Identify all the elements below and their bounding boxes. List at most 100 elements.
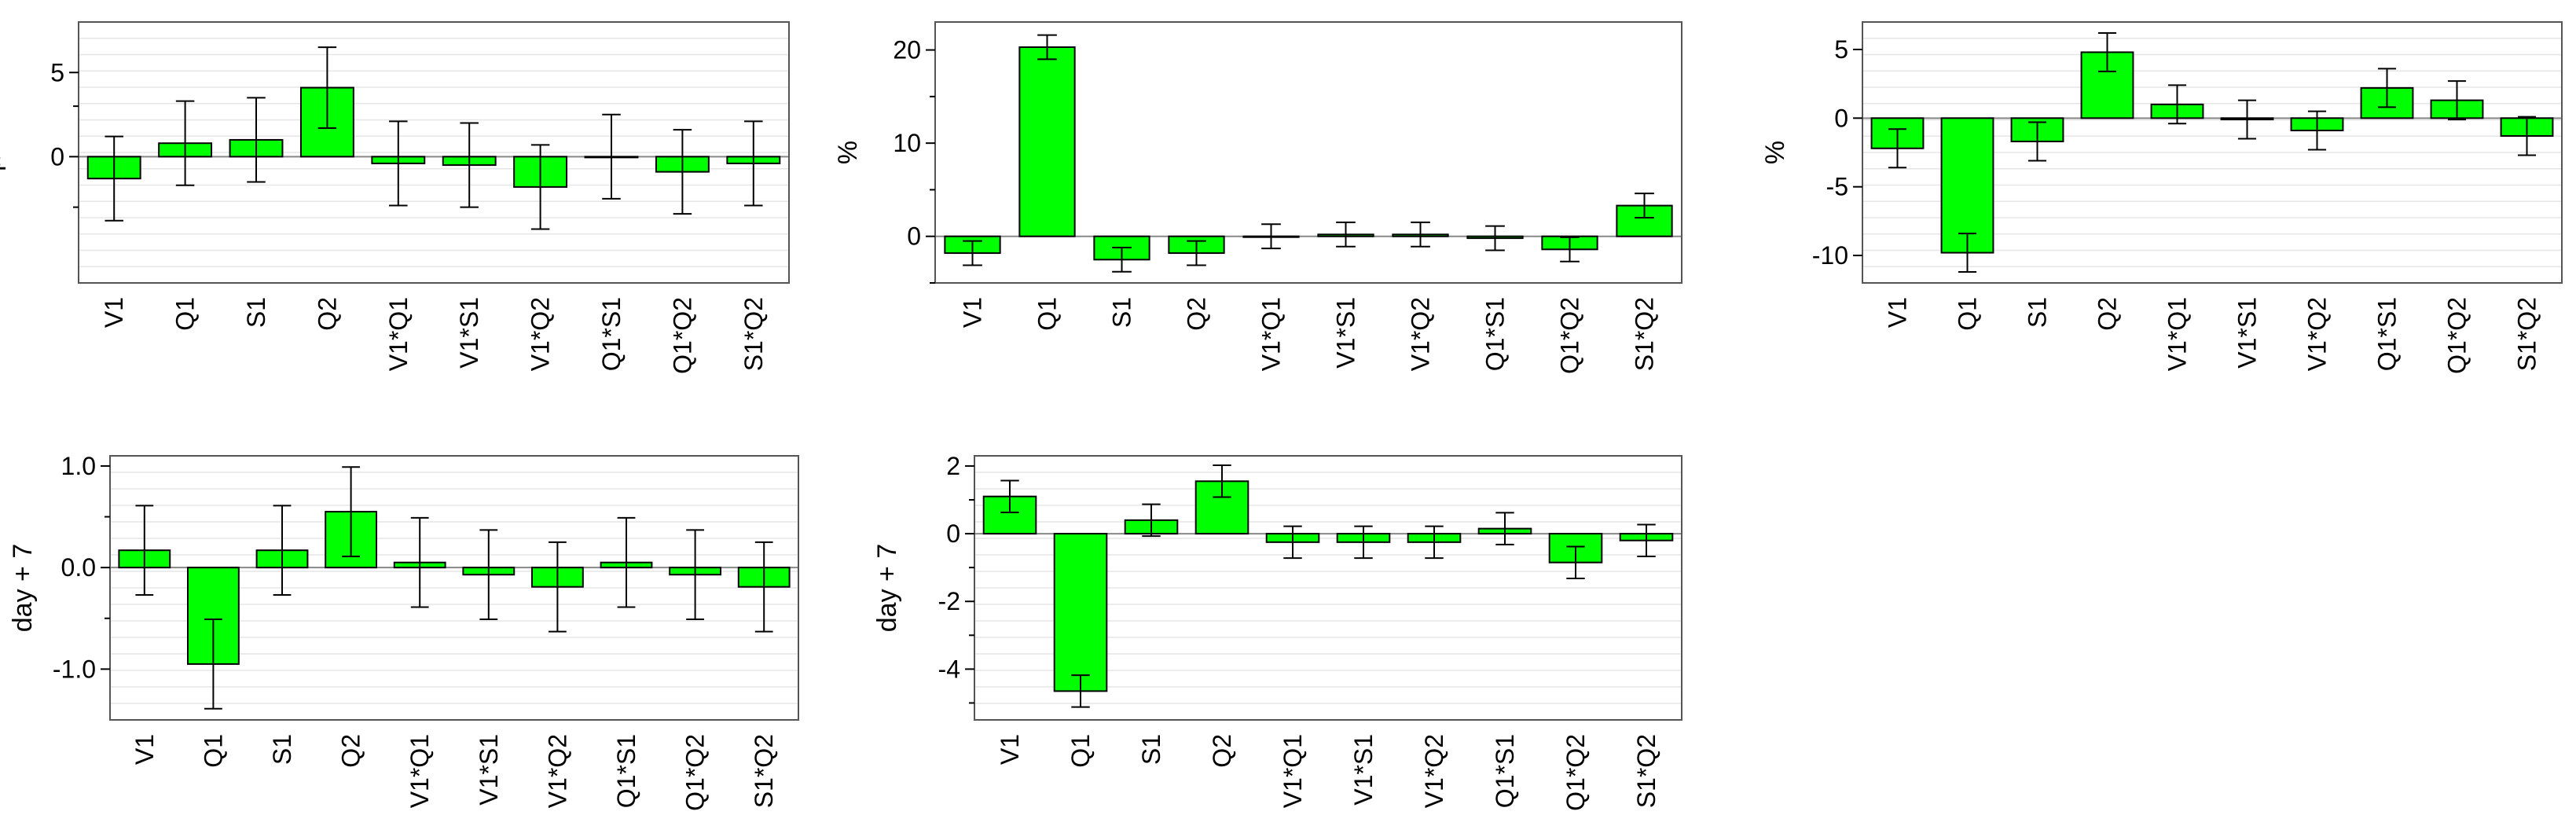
x-tick-label: V1*S1 (455, 297, 483, 369)
x-tick-label: V1*Q1 (405, 734, 434, 808)
x-tick-label: S1*Q2 (1631, 297, 1659, 371)
x-tick-label: V1*Q2 (1420, 734, 1448, 808)
x-tick-label: V1*S1 (1332, 297, 1360, 369)
error-bar-S1*Q2 (1637, 523, 1656, 557)
error-bar-V1*Q2 (1411, 221, 1430, 248)
x-tick-label: Q1*Q2 (1556, 297, 1584, 374)
plot-frame (109, 455, 799, 721)
x-tick-label: Q1 (1954, 297, 1982, 331)
error-bar-V1*S1 (1354, 525, 1373, 560)
x-tick-label: Q1*Q2 (2443, 297, 2471, 374)
error-bar-V1*Q1 (389, 120, 408, 207)
error-bar-S1 (1112, 246, 1132, 273)
error-bar-V1*Q1 (2167, 84, 2187, 125)
error-bar-Q2 (1213, 464, 1231, 498)
chart-1: 0 5 µm V1 Q1 S1 Q2 V1*Q1 V1*S1 V1*Q2 Q1*S1 Q1*Q2 S1*… (0, 21, 790, 374)
plot-frame (78, 21, 790, 284)
error-bar-Q1*Q2 (1566, 545, 1585, 579)
error-bar-V1*Q1 (410, 516, 429, 608)
y-axis-label: day + 7 (8, 544, 38, 632)
bar-Q1 (1018, 46, 1076, 237)
x-tick-label: S1*Q2 (739, 297, 768, 371)
error-bar-Q2 (317, 46, 337, 129)
error-bar-V1*Q2 (549, 541, 567, 633)
y-axis-label: % (1760, 141, 1790, 164)
x-tick-label: Q1*S1 (597, 297, 626, 371)
error-bar-Q1*Q2 (686, 529, 704, 621)
y-tick-label: 20 (893, 36, 921, 64)
x-tick-label: V1 (130, 734, 159, 765)
x-tick-label: Q1*S1 (2373, 297, 2402, 371)
x-tick-label: Q1*Q2 (681, 734, 710, 811)
chart-5: -4 -2 0 2 day + 7 V1 Q1 S1 Q2 V1*Q1 V1*S1 V1*Q2 Q1*S… (872, 452, 1682, 811)
error-bar-S1 (1142, 503, 1161, 538)
error-bar-Q1 (1037, 34, 1057, 61)
error-bar-V1*S1 (479, 529, 498, 621)
error-bar-S1*Q2 (2517, 116, 2537, 156)
error-bar-V1 (135, 505, 154, 597)
x-tick-label: Q1*Q2 (668, 297, 696, 374)
error-bar-Q1*S1 (1495, 512, 1514, 545)
chart-3: -10 -5 0 5% V1 Q1 S1 Q2 V1*Q1 V1*S1 V1*Q2 Q1*S1 Q1*Q… (1760, 21, 2563, 374)
x-tick-label: V1*Q2 (1407, 297, 1435, 371)
error-bar-V1*Q1 (1283, 525, 1302, 560)
x-tick-label: V1*S1 (2233, 297, 2262, 369)
y-tick-label: 0 (907, 222, 921, 251)
x-tick-label: V1 (996, 734, 1024, 765)
x-tick-label: Q1 (1066, 734, 1095, 768)
error-bar-Q1*Q2 (1560, 236, 1580, 262)
error-bar-V1*S1 (460, 122, 479, 208)
error-bar-Q1*Q2 (673, 129, 692, 215)
error-bar-V1 (1888, 128, 1907, 169)
y-tick-label: -5 (1826, 173, 1848, 201)
x-tick-label: V1*Q1 (1279, 734, 1307, 808)
x-tick-label: V1*Q2 (543, 734, 571, 808)
error-bar-Q1 (1071, 674, 1090, 708)
x-tick-label: S1*Q2 (1632, 734, 1660, 808)
x-tick-label: V1 (100, 297, 128, 328)
x-tick-label: S1 (242, 297, 270, 328)
y-tick-label: -1.0 (53, 655, 96, 683)
x-tick-label: S1*Q2 (2513, 297, 2541, 371)
error-bar-S1*Q2 (754, 541, 773, 633)
chart-2: 0 10 20% V1 Q1 S1 Q2 V1*Q1 V1*S1 V1*Q2 Q1*S1 Q1*Q2 S… (833, 21, 1682, 374)
error-bar-Q1 (204, 619, 222, 710)
x-tick-label: Q2 (1208, 734, 1236, 768)
error-bar-V1*Q2 (530, 144, 550, 230)
error-bar-V1*Q2 (2307, 110, 2327, 151)
chart-4: -1.0 0.0 1.0 day + 7 V1 Q1 S1 Q2 V1*Q1 V1*S1 V1*Q2… (8, 452, 799, 811)
plot-frame (934, 21, 1682, 284)
y-tick-label: 0 (50, 142, 64, 171)
x-tick-label: Q1*S1 (612, 734, 640, 808)
x-tick-label: Q1*Q2 (1561, 734, 1590, 811)
error-bar-S1*Q2 (744, 120, 763, 207)
y-tick-label: 5 (50, 58, 64, 86)
y-tick-label: -4 (938, 655, 960, 683)
y-axis-label: µm (0, 134, 6, 171)
y-tick-label: -10 (1812, 241, 1848, 270)
error-bar-V1*Q2 (1425, 525, 1444, 560)
y-axis-label: % (833, 141, 863, 164)
error-bar-V1*Q1 (1261, 223, 1281, 250)
error-bar-V1*S1 (1336, 221, 1356, 248)
error-bar-S1 (273, 505, 292, 597)
x-tick-label: S1 (1108, 297, 1136, 328)
x-tick-label: V1*S1 (475, 734, 503, 806)
y-tick-label: -2 (938, 587, 960, 615)
x-tick-label: V1 (1884, 297, 1912, 328)
plot-frame (1862, 21, 2563, 284)
x-tick-label: V1*Q1 (2163, 297, 2192, 371)
x-tick-label: V1*S1 (1349, 734, 1378, 806)
bar-Q1 (1940, 117, 1994, 254)
x-tick-label: V1 (959, 297, 987, 328)
y-tick-label: 2 (946, 452, 960, 480)
x-tick-label: V1*Q2 (2303, 297, 2332, 371)
error-bar-Q1 (175, 100, 195, 186)
x-tick-label: S1 (1137, 734, 1165, 765)
y-tick-label: 1.0 (61, 452, 96, 480)
error-bar-V1 (105, 135, 123, 222)
error-bar-Q2 (2097, 31, 2117, 72)
error-bar-Q2 (1187, 240, 1206, 266)
x-tick-label: Q1*S1 (1491, 734, 1519, 808)
